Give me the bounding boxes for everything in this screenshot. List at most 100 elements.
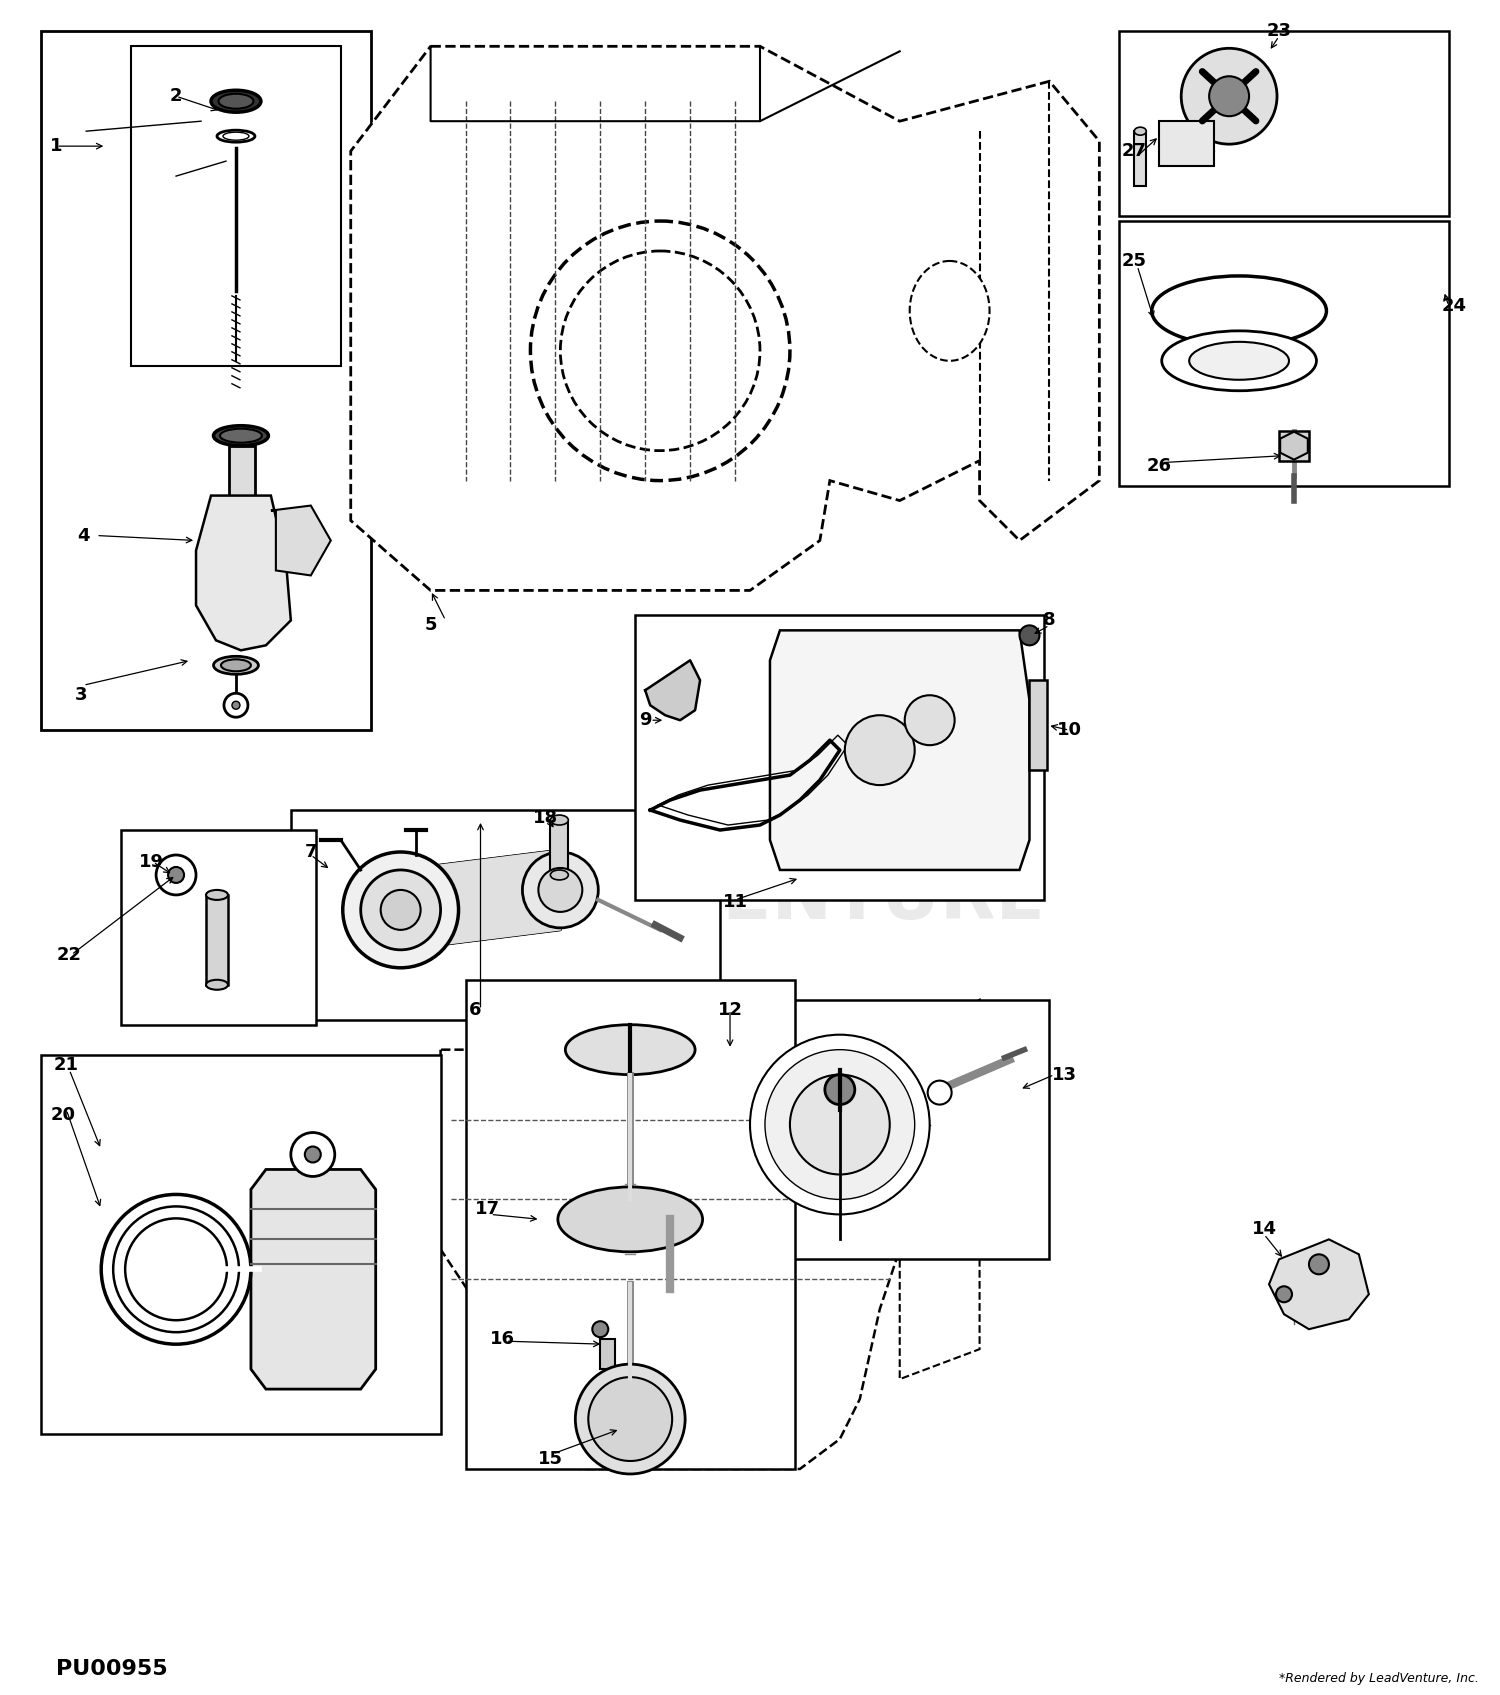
Text: 7: 7 <box>304 842 316 861</box>
Bar <box>600 1339 615 1370</box>
Circle shape <box>588 1376 672 1461</box>
Polygon shape <box>196 495 291 651</box>
Ellipse shape <box>561 251 760 451</box>
Circle shape <box>100 1195 250 1344</box>
Text: 25: 25 <box>1122 253 1148 270</box>
Ellipse shape <box>1190 342 1288 380</box>
Bar <box>550 820 568 875</box>
Circle shape <box>904 695 954 746</box>
Circle shape <box>232 702 240 709</box>
Bar <box>1134 131 1146 186</box>
Text: 26: 26 <box>1146 456 1172 475</box>
Bar <box>1280 431 1310 461</box>
Circle shape <box>291 1132 334 1176</box>
Text: 19: 19 <box>138 853 164 871</box>
Circle shape <box>790 1075 889 1175</box>
Text: 2: 2 <box>170 86 183 105</box>
Bar <box>730 1000 1050 1259</box>
Text: 27: 27 <box>1122 142 1148 159</box>
Text: 13: 13 <box>1052 1066 1077 1083</box>
Text: 1: 1 <box>50 137 63 156</box>
Circle shape <box>1020 625 1040 646</box>
Ellipse shape <box>219 93 254 108</box>
Text: 9: 9 <box>639 712 651 729</box>
Bar <box>130 46 340 366</box>
Text: 23: 23 <box>1266 22 1292 41</box>
Bar <box>291 810 720 1020</box>
Ellipse shape <box>909 261 990 361</box>
Circle shape <box>576 1364 686 1475</box>
Circle shape <box>112 1207 238 1332</box>
Circle shape <box>844 715 915 785</box>
Ellipse shape <box>1152 276 1326 346</box>
Circle shape <box>765 1049 915 1200</box>
Bar <box>1029 680 1047 770</box>
Ellipse shape <box>220 659 251 671</box>
Circle shape <box>168 866 184 883</box>
Ellipse shape <box>1161 331 1317 392</box>
Bar <box>206 895 228 985</box>
Text: 15: 15 <box>538 1449 562 1468</box>
Bar <box>1119 220 1449 485</box>
Ellipse shape <box>531 220 790 481</box>
Text: 10: 10 <box>1058 720 1082 739</box>
Bar <box>634 615 1044 900</box>
Ellipse shape <box>217 131 255 142</box>
Bar <box>1160 120 1214 166</box>
Circle shape <box>538 868 582 912</box>
Text: *Rendered by LeadVenture, Inc.: *Rendered by LeadVenture, Inc. <box>1280 1673 1479 1685</box>
Circle shape <box>1180 49 1276 144</box>
Text: 3: 3 <box>75 686 87 703</box>
Text: 14: 14 <box>1251 1220 1276 1239</box>
Polygon shape <box>1280 432 1308 459</box>
Bar <box>42 31 370 731</box>
Text: 18: 18 <box>532 809 558 827</box>
Bar <box>1119 31 1449 215</box>
Polygon shape <box>770 631 1029 870</box>
Circle shape <box>124 1219 226 1320</box>
Ellipse shape <box>566 1025 694 1075</box>
Circle shape <box>304 1146 321 1163</box>
Text: 8: 8 <box>1042 612 1056 629</box>
Polygon shape <box>272 505 332 575</box>
Polygon shape <box>400 849 561 949</box>
Ellipse shape <box>1134 127 1146 136</box>
Polygon shape <box>645 661 700 720</box>
Ellipse shape <box>558 1186 702 1253</box>
Bar <box>230 446 255 495</box>
Polygon shape <box>251 1170 375 1390</box>
Text: 12: 12 <box>717 1000 742 1019</box>
Circle shape <box>522 853 599 927</box>
Circle shape <box>381 890 420 931</box>
Ellipse shape <box>206 890 228 900</box>
Text: 16: 16 <box>490 1331 514 1348</box>
Text: LEADVENTURE: LEADVENTURE <box>454 866 1046 934</box>
Polygon shape <box>1269 1239 1370 1329</box>
Ellipse shape <box>220 429 262 442</box>
Bar <box>122 831 316 1025</box>
Circle shape <box>1276 1287 1292 1302</box>
Circle shape <box>360 870 441 949</box>
Text: 11: 11 <box>723 893 747 910</box>
Circle shape <box>927 1081 951 1105</box>
Ellipse shape <box>213 656 258 675</box>
Circle shape <box>592 1320 609 1337</box>
Circle shape <box>156 854 196 895</box>
Bar <box>465 980 795 1470</box>
Text: 21: 21 <box>54 1056 80 1073</box>
Circle shape <box>1310 1254 1329 1275</box>
Text: 5: 5 <box>424 617 436 634</box>
Ellipse shape <box>550 870 568 880</box>
Polygon shape <box>351 46 1100 590</box>
Polygon shape <box>900 1000 980 1380</box>
Ellipse shape <box>213 425 268 446</box>
Bar <box>42 1054 441 1434</box>
Ellipse shape <box>211 90 261 112</box>
Text: 17: 17 <box>476 1200 500 1219</box>
Polygon shape <box>441 1049 900 1470</box>
Text: 24: 24 <box>1442 297 1466 315</box>
Circle shape <box>825 1075 855 1105</box>
Circle shape <box>224 693 248 717</box>
Circle shape <box>344 853 459 968</box>
Ellipse shape <box>206 980 228 990</box>
